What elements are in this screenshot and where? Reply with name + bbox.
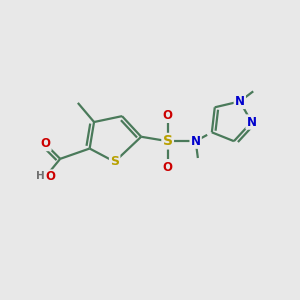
Text: S: S xyxy=(110,155,119,168)
Text: N: N xyxy=(247,116,256,128)
Text: O: O xyxy=(163,109,173,122)
Text: O: O xyxy=(45,170,55,183)
Text: S: S xyxy=(163,134,173,148)
Text: O: O xyxy=(40,137,50,150)
Text: N: N xyxy=(190,135,201,148)
Text: N: N xyxy=(235,95,245,108)
Text: H: H xyxy=(36,172,45,182)
Text: O: O xyxy=(163,160,173,174)
